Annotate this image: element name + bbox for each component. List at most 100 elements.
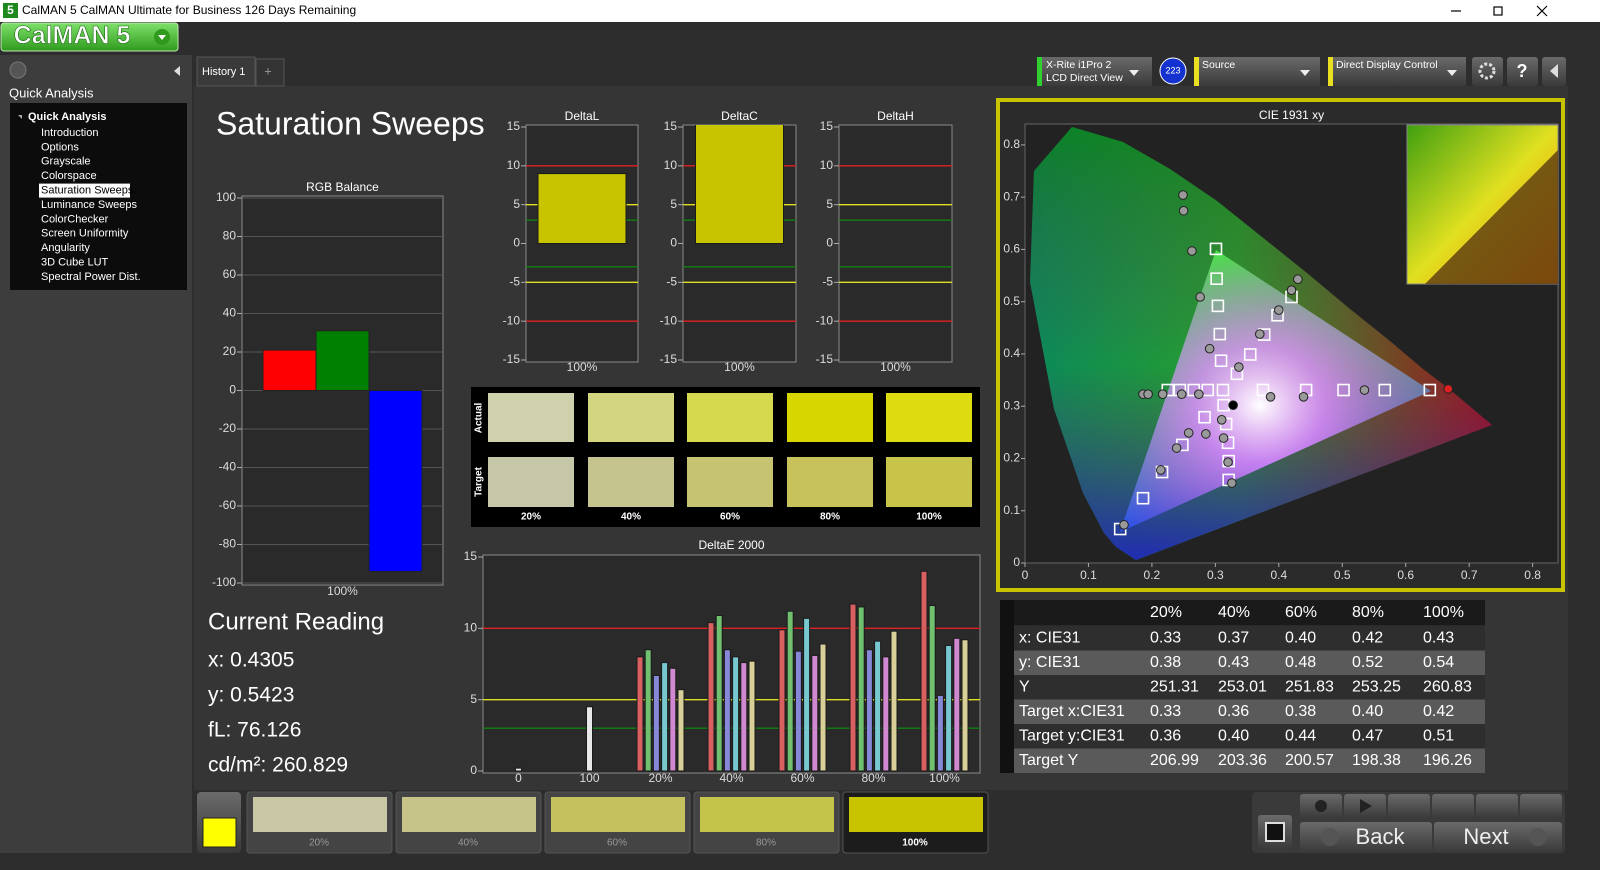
sidebar-pin[interactable]	[9, 61, 27, 79]
target-point	[1211, 299, 1225, 313]
tree-item[interactable]: ColorChecker	[41, 213, 109, 225]
measured-point	[1286, 285, 1297, 295]
source-label: Source	[1202, 59, 1235, 71]
logo-arrow	[158, 35, 166, 40]
next-button[interactable]	[1434, 822, 1562, 852]
tree-item[interactable]: Spectral Power Dist.	[41, 271, 141, 283]
fit-button[interactable]	[1388, 794, 1430, 818]
refresh-button[interactable]	[1476, 794, 1518, 818]
measured-point	[1228, 400, 1238, 410]
restore-button[interactable]	[1493, 6, 1503, 16]
target-point	[1214, 354, 1228, 368]
y-tick-label: 15	[464, 549, 478, 563]
table-cell: 251.31	[1150, 679, 1199, 696]
chart-title: RGB Balance	[306, 180, 379, 194]
reading-value: fL: 76.126	[208, 719, 301, 742]
x-tick-label: 0.2	[1144, 568, 1161, 582]
bar	[890, 630, 898, 772]
table-row-label: x: CIE31	[1019, 630, 1080, 647]
tree-item[interactable]: Screen Uniformity	[41, 228, 129, 240]
y-tick-label: -10	[816, 313, 834, 327]
next-label[interactable]: Next	[1463, 824, 1508, 849]
help-button[interactable]	[1507, 57, 1538, 86]
y-tick-label: 5	[826, 197, 833, 211]
table-cell: 196.26	[1423, 752, 1472, 769]
x-tick-label: 100	[579, 771, 599, 785]
bar	[644, 649, 652, 772]
tree-item[interactable]: Angularity	[41, 242, 90, 254]
y-tick-label: 10	[664, 158, 678, 172]
tree-item[interactable]: 3D Cube LUT	[41, 257, 109, 269]
bar	[794, 650, 802, 772]
table-row	[1014, 650, 1485, 675]
table-cell: 206.99	[1150, 752, 1199, 769]
add-tab-button[interactable]	[255, 58, 285, 87]
swatch-column-label: 80%	[820, 512, 840, 523]
y-tick-label: -10	[503, 313, 521, 327]
table-row	[1014, 724, 1485, 749]
window-title: CalMAN 5 CalMAN Ultimate for Business 12…	[22, 3, 356, 17]
measured-point	[1157, 389, 1168, 399]
table-cell: 0.38	[1285, 703, 1316, 720]
measured-point	[1274, 305, 1284, 315]
measured-point	[1194, 389, 1204, 399]
table-cell: 0.38	[1150, 654, 1181, 671]
measured-point	[1201, 429, 1211, 439]
table-cell: 0.54	[1423, 654, 1454, 671]
bar	[928, 605, 936, 772]
tree-root[interactable]: Quick Analysis	[28, 111, 106, 123]
chart-title: DeltaE 2000	[698, 538, 764, 552]
measured-point	[1183, 428, 1194, 438]
y-tick-label: 0.4	[1003, 346, 1020, 360]
x-tick-label: 0	[1022, 568, 1029, 582]
y-tick-label: 0.7	[1003, 189, 1020, 203]
tree-expander[interactable]	[18, 115, 22, 119]
y-tick-label: 15	[664, 119, 678, 133]
tab[interactable]	[196, 56, 256, 87]
logo-button[interactable]	[0, 22, 179, 52]
help-label[interactable]: ?	[1517, 61, 1528, 81]
tree-item[interactable]: Grayscale	[41, 156, 91, 168]
tree-item[interactable]: Colorspace	[41, 170, 97, 182]
table-row-label: Target x:CIE31	[1019, 703, 1125, 720]
y-tick-label: 0	[826, 236, 833, 250]
measured-point	[1298, 392, 1309, 402]
target-point	[1210, 272, 1223, 285]
meter-badge[interactable]	[1159, 57, 1187, 85]
back-label[interactable]: Back	[1356, 824, 1406, 849]
tree-item[interactable]: Saturation Sweeps	[41, 185, 134, 197]
measured-point	[1187, 246, 1197, 256]
settings-button[interactable]	[1472, 57, 1503, 86]
bar	[882, 656, 890, 772]
sidebar-collapse[interactable]	[174, 66, 180, 76]
close-button[interactable]	[1536, 5, 1548, 17]
plot-area	[838, 124, 953, 363]
target-point	[1216, 383, 1230, 397]
table-cell: 0.47	[1352, 728, 1383, 745]
table-header	[1014, 600, 1485, 625]
bar	[262, 349, 317, 392]
tree-item-selected	[39, 183, 130, 198]
zoom-inset-edge	[1425, 150, 1558, 284]
transport-buttons	[1300, 794, 1562, 818]
check-button[interactable]	[1520, 794, 1562, 818]
bar	[874, 640, 882, 772]
source-button[interactable]	[1194, 57, 1320, 86]
loop-button[interactable]	[1432, 794, 1474, 818]
logo-text[interactable]: CalMAN 5	[13, 21, 131, 50]
tree-item[interactable]: Options	[41, 141, 79, 153]
y-tick-label: 0	[670, 236, 677, 250]
table-column-header: 20%	[1150, 604, 1182, 621]
y-tick-label: 40	[223, 306, 237, 320]
add-tab-label[interactable]: +	[264, 63, 272, 78]
target-point	[1209, 242, 1223, 256]
tree-item[interactable]: Luminance Sweeps	[41, 199, 138, 211]
table-cell: 200.57	[1285, 752, 1334, 769]
tree-item[interactable]: Introduction	[41, 127, 98, 139]
display-button[interactable]	[1328, 57, 1466, 86]
tab-label[interactable]: History 1	[202, 66, 245, 78]
y-tick-label: -40	[219, 460, 237, 474]
measured-point	[1195, 292, 1205, 302]
table-column-header: 80%	[1352, 604, 1384, 621]
